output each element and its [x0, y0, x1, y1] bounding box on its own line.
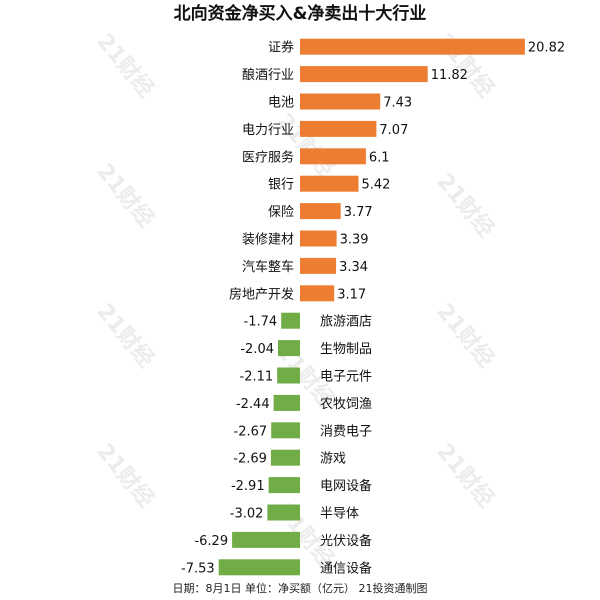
data-label: -1.74	[244, 315, 278, 330]
bar	[270, 449, 300, 466]
bar	[300, 38, 525, 55]
data-label: -3.02	[230, 507, 264, 522]
category-label: 电力行业	[242, 123, 294, 138]
bar	[278, 340, 300, 357]
watermark-text: 21财经	[91, 439, 159, 513]
watermark-text: 21财经	[91, 159, 159, 233]
bar	[300, 120, 377, 137]
data-label: 5.42	[362, 178, 391, 193]
data-label: 3.39	[340, 233, 369, 248]
watermark-text: 21财经	[91, 29, 159, 103]
category-label: 光伏设备	[320, 533, 372, 549]
bar	[268, 477, 300, 494]
category-label: 通信设备	[320, 560, 372, 576]
bar	[300, 148, 366, 165]
category-label: 消费电子	[320, 424, 372, 439]
data-label: -2.69	[233, 452, 267, 467]
category-label: 游戏	[320, 452, 346, 467]
data-label: 3.17	[337, 287, 366, 302]
data-label: 3.77	[344, 205, 373, 220]
data-label: -2.67	[234, 424, 268, 439]
data-label: -2.04	[240, 342, 274, 357]
category-label: 房地产开发	[229, 286, 294, 302]
bar	[300, 257, 337, 274]
data-label: 6.1	[369, 150, 390, 165]
labels-layer: 证券 20.82 酿酒行业 11.82 电池 7.43 电力行业 7.07 医疗服务 6.1 银行 5…	[181, 40, 565, 577]
category-label: 证券	[268, 40, 294, 56]
bars-layer	[218, 38, 525, 576]
bar	[300, 285, 335, 302]
data-label: 11.82	[431, 68, 468, 83]
category-label: 农牧饲渔	[320, 397, 372, 412]
category-label: 银行	[268, 178, 294, 193]
chart-footer: 日期：8月1日 单位：净买额（亿元） 21投资通制图	[173, 581, 428, 595]
watermark-text: 21财经	[91, 299, 159, 373]
data-label: -2.44	[236, 397, 270, 412]
bar	[300, 203, 341, 220]
category-label: 电子元件	[320, 370, 372, 385]
data-label: 3.34	[339, 260, 368, 275]
bar	[281, 312, 300, 329]
bar	[267, 504, 300, 521]
watermark-text: 21财经	[431, 169, 499, 243]
bar	[277, 367, 300, 384]
watermark-text: 21财经	[431, 439, 499, 513]
data-label: 7.07	[379, 123, 408, 138]
category-label: 装修建材	[242, 233, 294, 248]
data-label: -2.11	[240, 370, 274, 385]
data-label: -2.91	[231, 479, 265, 494]
category-label: 保险	[268, 205, 294, 220]
category-label: 电网设备	[320, 478, 372, 494]
category-label: 旅游酒店	[320, 315, 372, 330]
category-label: 酿酒行业	[242, 67, 294, 83]
category-label: 半导体	[320, 507, 359, 522]
bar	[300, 93, 381, 110]
category-label: 汽车整车	[242, 259, 294, 275]
watermark-text: 21财经	[431, 299, 499, 373]
data-label: 7.43	[383, 96, 412, 111]
bar	[271, 422, 300, 439]
category-label: 医疗服务	[242, 149, 294, 165]
data-label: -7.53	[181, 561, 215, 576]
bar	[300, 175, 359, 192]
category-label: 生物制品	[320, 342, 372, 357]
bar	[300, 230, 337, 247]
bar	[232, 531, 300, 548]
bar	[300, 66, 428, 83]
category-label: 电池	[268, 96, 294, 111]
data-label: 20.82	[528, 41, 565, 56]
chart-title: 北向资金净买入&净卖出十大行业	[174, 3, 427, 24]
data-label: -6.29	[194, 534, 228, 549]
bar	[218, 559, 300, 576]
bar	[273, 394, 300, 411]
watermark-text: 21财经	[271, 109, 339, 183]
